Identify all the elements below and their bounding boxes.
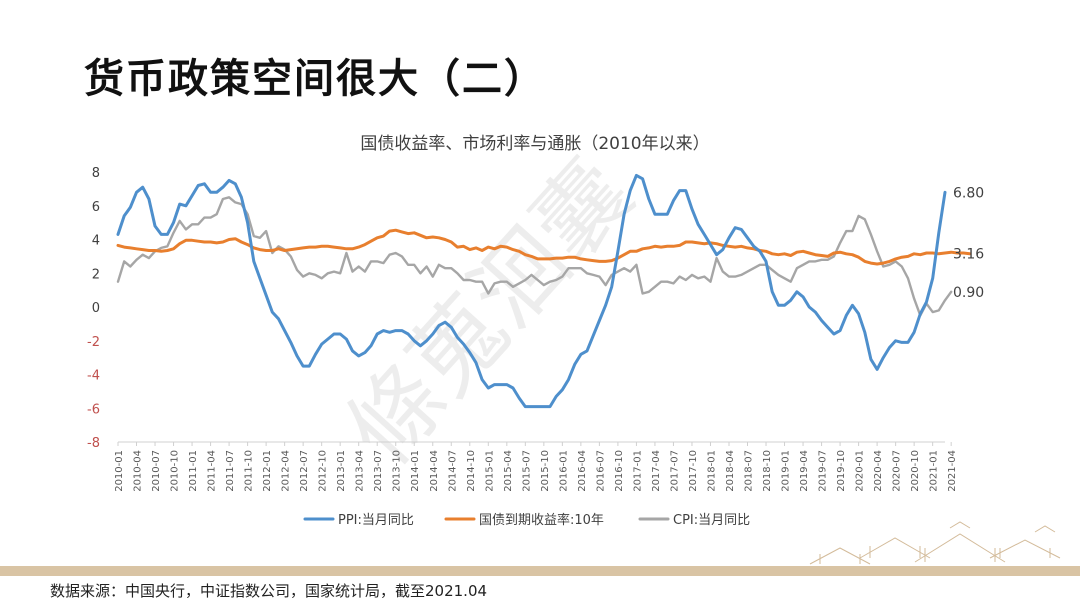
legend-label-cpi: CPI:当月同比 — [673, 513, 750, 528]
footer-band — [0, 566, 1080, 576]
x-tick-label: 2010-10 — [170, 450, 181, 492]
x-tick-label: 2013-01 — [336, 450, 347, 492]
x-tick-label: 2015-01 — [484, 450, 495, 492]
x-tick-label: 2019-01 — [781, 450, 792, 492]
x-tick-label: 2018-01 — [706, 450, 717, 492]
y-tick-label: 0 — [92, 301, 100, 316]
x-tick-label: 2016-10 — [614, 450, 625, 492]
end-label-ppi: 6.80 — [953, 185, 984, 201]
data-source-note: 数据来源：中国央行，中证指数公司，国家统计局，截至2021.04 — [50, 582, 488, 600]
y-tick-label: 6 — [92, 200, 100, 215]
x-tick-label: 2017-01 — [632, 450, 643, 492]
x-tick-label: 2011-01 — [188, 450, 199, 492]
y-tick-label: 4 — [92, 234, 100, 249]
x-tick-label: 2015-07 — [521, 450, 532, 492]
y-tick-label: -4 — [87, 369, 100, 384]
footer-illustration — [809, 521, 1061, 565]
x-tick-label: 2019-04 — [799, 450, 810, 492]
x-tick-label: 2019-10 — [836, 450, 847, 492]
series-line-ppi — [116, 173, 947, 409]
x-tick-label: 2012-07 — [299, 450, 310, 492]
x-tick-label: 2020-01 — [855, 450, 866, 492]
x-tick-label: 2014-01 — [410, 450, 421, 492]
x-tick-label: 2017-10 — [688, 450, 699, 492]
x-tick-label: 2010-04 — [133, 450, 144, 492]
x-tick-label: 2011-04 — [207, 450, 218, 492]
x-tick-label: 2013-04 — [355, 450, 366, 492]
end-label-cpi: 0.90 — [953, 285, 984, 301]
x-tick-label: 2021-01 — [929, 450, 940, 492]
x-tick-label: 2018-10 — [762, 450, 773, 492]
x-tick-label: 2016-04 — [577, 450, 588, 492]
y-tick-label: -6 — [87, 402, 100, 417]
x-tick-label: 2016-01 — [558, 450, 569, 492]
x-tick-label: 2017-04 — [651, 450, 662, 492]
x-tick-label: 2014-04 — [429, 450, 440, 492]
legend-label-bond: 国债到期收益率:10年 — [479, 512, 604, 528]
x-tick-label: 2011-07 — [225, 450, 236, 492]
end-label-bond: 3.16 — [953, 247, 984, 263]
y-tick-label: 2 — [92, 267, 100, 282]
chart-axes: 8 6 4 2 0 -2 -4 -6 -8 2010-01 2010-04 2010-07 2010-1… — [87, 166, 958, 492]
x-tick-label: 2014-07 — [447, 450, 458, 492]
series-line-bond — [116, 228, 972, 266]
x-tick-label: 2021-04 — [947, 450, 958, 492]
x-tick-label: 2012-10 — [318, 450, 329, 492]
chart: 條蒐洄囊 国债收益率、市场利率与通胀（2010年以来） 86420-2-4-6-… — [87, 134, 984, 528]
x-tick-label: 2020-07 — [892, 450, 903, 492]
series-line-cpi — [116, 196, 953, 317]
x-tick-label: 2018-04 — [725, 450, 736, 492]
x-tick-label: 2018-07 — [744, 450, 755, 492]
x-tick-label: 2012-01 — [262, 450, 273, 492]
x-tick-label: 2012-04 — [281, 450, 292, 492]
chart-title: 国债收益率、市场利率与通胀（2010年以来） — [360, 134, 709, 154]
x-tick-label: 2013-10 — [392, 450, 403, 492]
x-tick-label: 2010-01 — [114, 450, 125, 492]
legend-label-ppi: PPI:当月同比 — [338, 513, 414, 528]
chart-lines — [116, 173, 972, 409]
y-tick-label: -2 — [87, 335, 100, 350]
x-tick-label: 2013-07 — [373, 450, 384, 492]
y-tick-label: 8 — [92, 166, 100, 181]
x-tick-label: 2020-04 — [873, 450, 884, 492]
x-tick-label: 2016-07 — [595, 450, 606, 492]
x-tick-label: 2017-07 — [669, 450, 680, 492]
slide-title: 货币政策空间很大（二） — [84, 56, 546, 102]
x-tick-label: 2020-10 — [910, 450, 921, 492]
x-tick-label: 2014-10 — [466, 450, 477, 492]
x-tick-label: 2015-10 — [540, 450, 551, 492]
x-tick-label: 2011-10 — [244, 450, 255, 492]
end-labels: 6.80 3.16 0.90 — [953, 185, 984, 301]
y-tick-label: -8 — [87, 436, 100, 451]
x-tick-label: 2010-07 — [151, 450, 162, 492]
chart-legend: PPI:当月同比 国债到期收益率:10年 CPI:当月同比 — [303, 512, 750, 528]
x-tick-label: 2015-04 — [503, 450, 514, 492]
x-tick-label: 2019-07 — [818, 450, 829, 492]
